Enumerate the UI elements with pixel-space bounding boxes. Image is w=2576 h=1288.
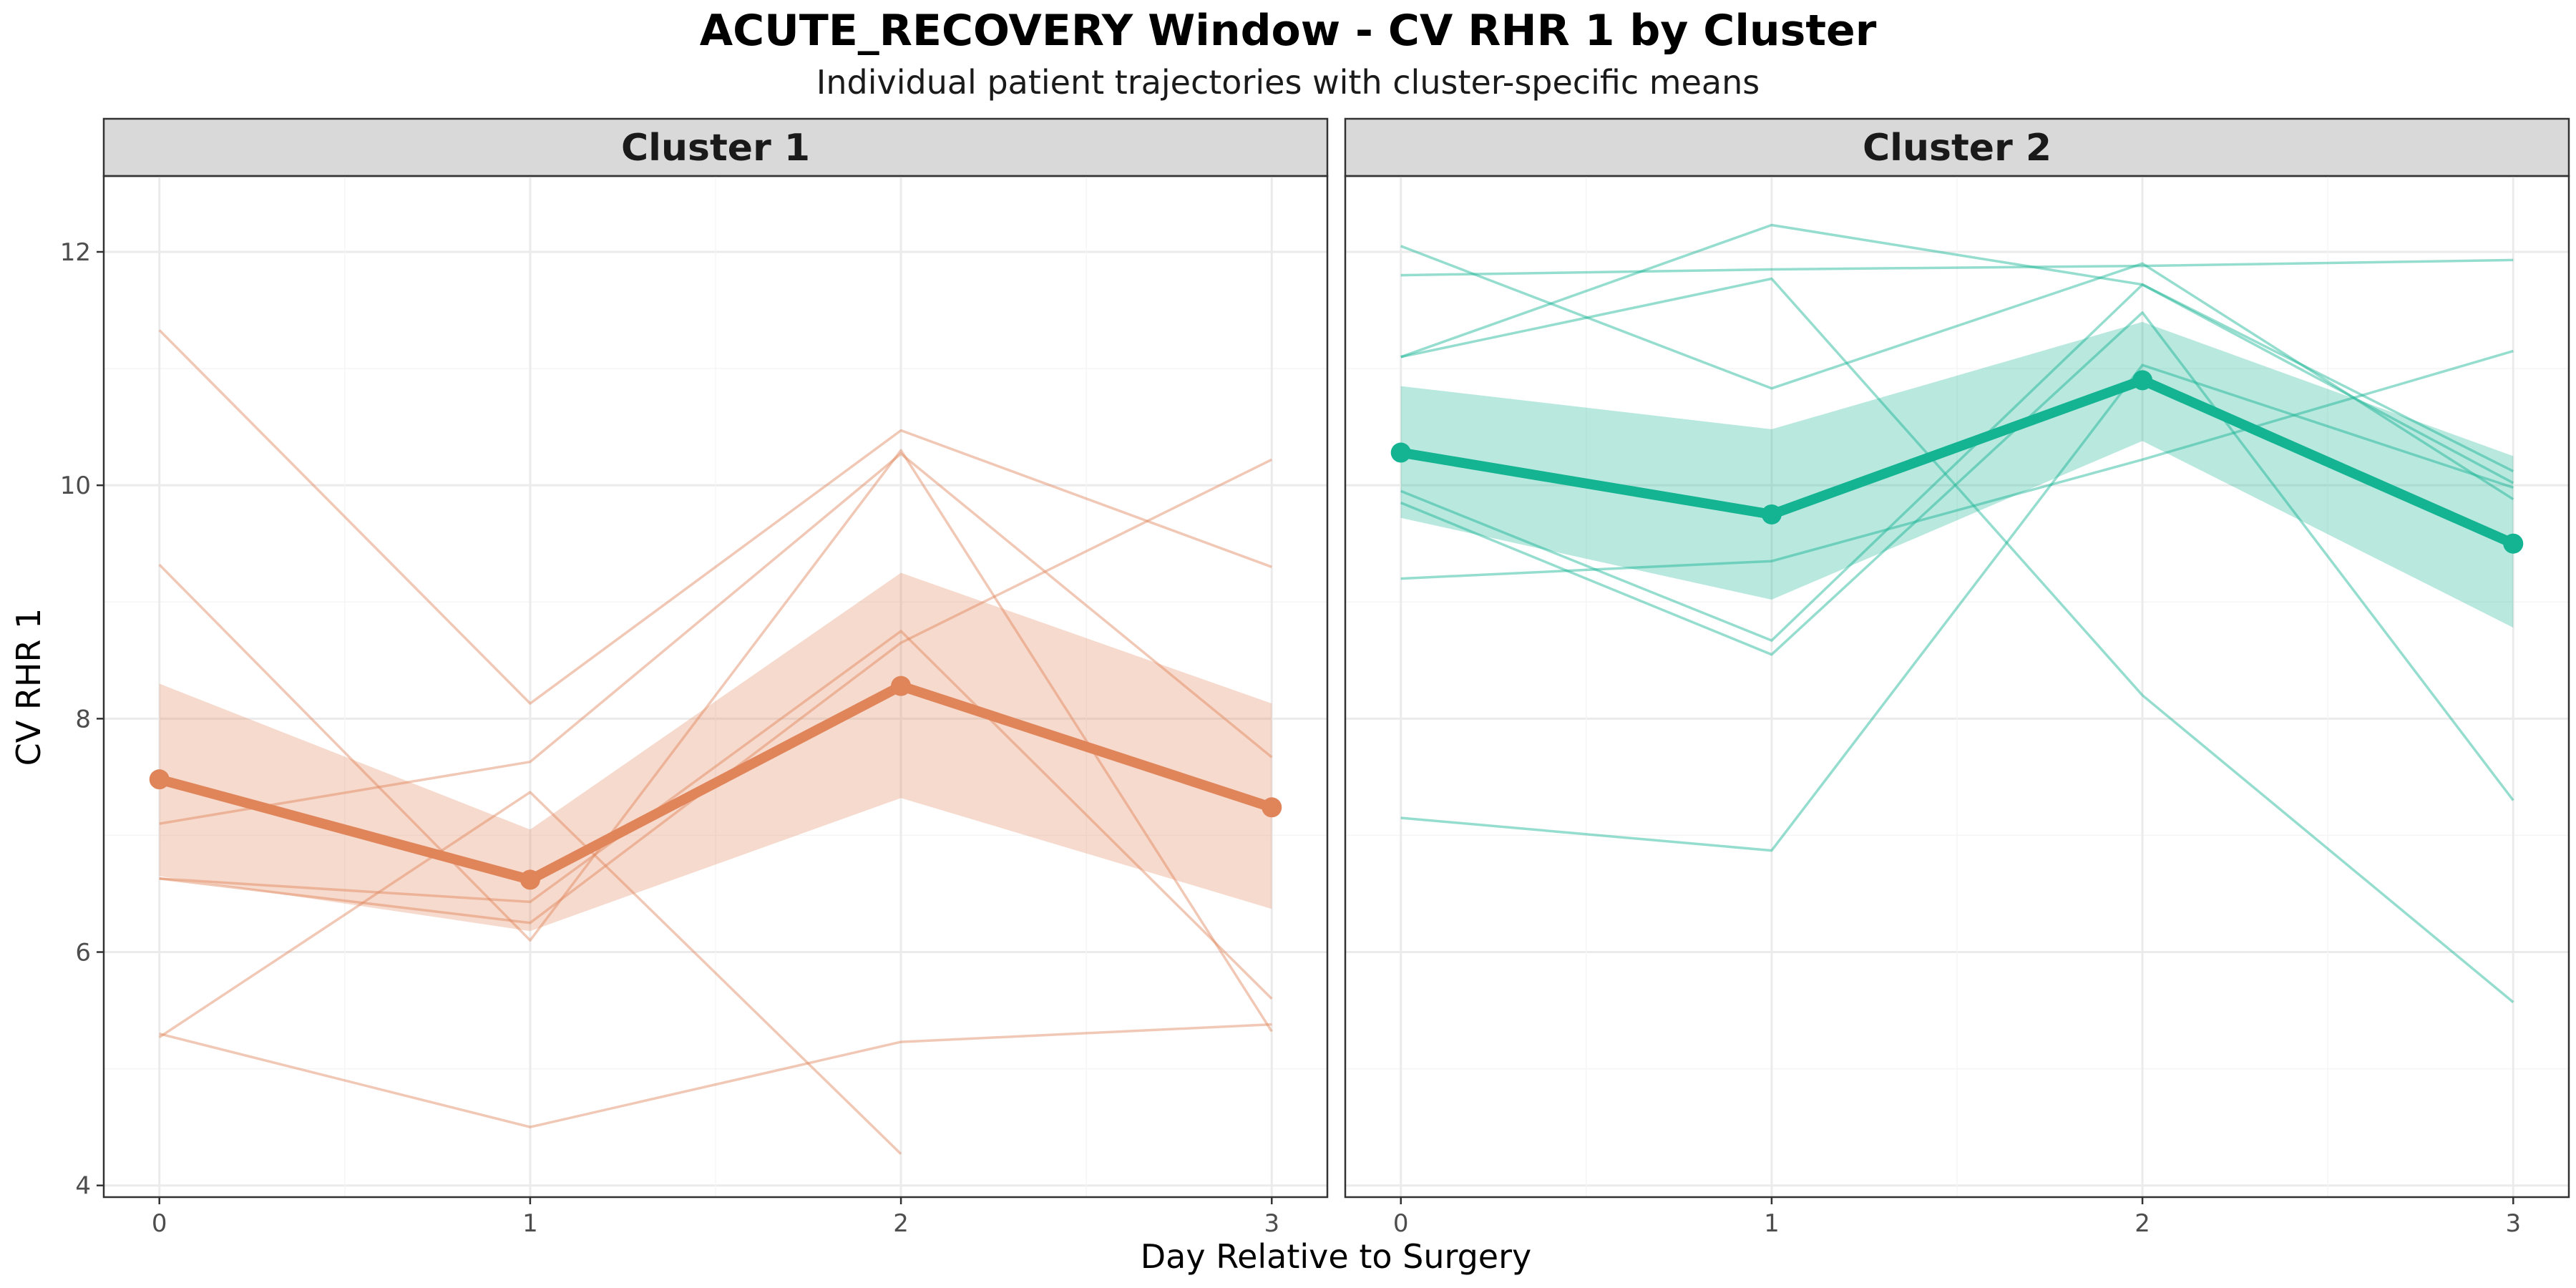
y-tick-label: 4 xyxy=(75,1172,91,1201)
panel-2-strip xyxy=(1344,117,2570,177)
panel-1-mean-point-2 xyxy=(891,675,912,696)
panel-1-mean-point-1 xyxy=(519,869,540,890)
panel-2-border xyxy=(1344,175,2570,1199)
y-tick-label: 12 xyxy=(60,238,91,267)
panel-2-patient-line-2 xyxy=(1400,258,2514,277)
panel-1-x-tick-label: 2 xyxy=(893,1209,909,1238)
y-axis-title: CV RHR 1 xyxy=(9,608,48,766)
chart-subtitle: Individual patient trajectories with clu… xyxy=(816,63,1760,102)
panel-1-x-tick-label: 1 xyxy=(522,1209,538,1238)
panel-1-mean-point-3 xyxy=(1262,797,1282,818)
panel-2-patient-line-1 xyxy=(1400,245,2514,501)
panel-2-mean-point-0 xyxy=(1390,442,1411,463)
panel-2-patient-line-8 xyxy=(1400,364,2514,852)
panel-2-patient-line-7 xyxy=(1400,349,2514,580)
panel-2-patient-line-6 xyxy=(1400,311,2514,801)
panel-2-mean-point-2 xyxy=(2132,370,2153,391)
panel-2-mean-point-1 xyxy=(1761,504,1782,525)
panel-1-patient-line-3 xyxy=(159,452,1273,825)
panel-1-strip-label: Cluster 1 xyxy=(621,127,810,170)
y-tick-label: 8 xyxy=(75,705,91,733)
panel-1-patient-line-4 xyxy=(159,630,1273,1000)
panel-2-x-tick-label: 0 xyxy=(1393,1209,1409,1238)
panel-2-x-tick-label: 2 xyxy=(2135,1209,2150,1238)
panel-2-x-tick-label: 3 xyxy=(2505,1209,2521,1238)
panel-1-mean-point-0 xyxy=(149,769,170,790)
panel-2-x-tick-label: 1 xyxy=(1764,1209,1780,1238)
panel-1-x-tick-label: 0 xyxy=(152,1209,167,1238)
panel-1-patient-line-2 xyxy=(158,449,1273,1033)
panel-1-patient-line-6 xyxy=(158,791,902,1155)
panel-1-mean-line xyxy=(154,680,1277,885)
panel-2: Cluster 2 0 1 2 3 xyxy=(1344,117,2570,1238)
panel-2-patient-line-4 xyxy=(1400,277,2514,1003)
panel-2-patient-line-5 xyxy=(1400,283,2514,642)
panel-1-x-tick-label: 3 xyxy=(1264,1209,1279,1238)
panel-1-mean-ribbon xyxy=(159,572,1272,932)
panel-1-patient-line-7 xyxy=(159,1023,1272,1128)
panel-1-border xyxy=(102,175,1329,1199)
chart-title: ACUTE_RECOVERY Window - CV RHR 1 by Clus… xyxy=(699,6,1877,56)
panel-2-mean-ribbon xyxy=(1400,321,2514,628)
panel-1-patient-line-1 xyxy=(158,329,1272,705)
panel-2-strip-label: Cluster 2 xyxy=(1863,127,2051,170)
y-tick-label: 6 xyxy=(75,939,91,967)
x-axis-title: Day Relative to Surgery xyxy=(1141,1237,1531,1276)
y-tick-label: 10 xyxy=(60,472,91,500)
panel-2-mean-line xyxy=(1395,375,2519,549)
panel-2-mean-point-3 xyxy=(2503,533,2524,554)
panel-2-patient-line-3 xyxy=(1400,223,2514,484)
